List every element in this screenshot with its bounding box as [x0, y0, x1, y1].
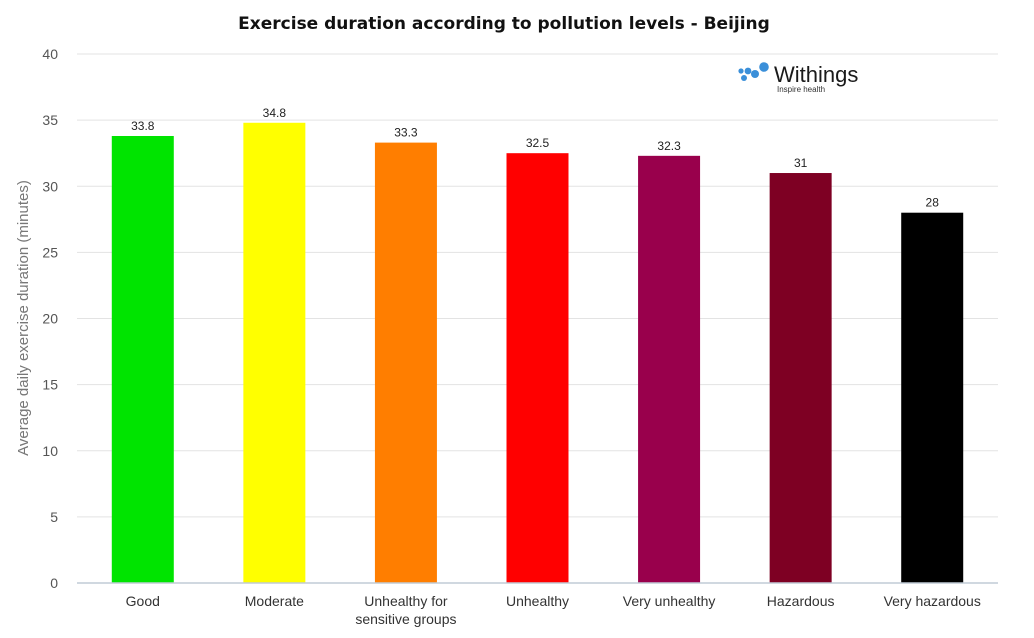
- withings-dots-icon: [738, 62, 769, 81]
- bar: [638, 155, 701, 583]
- x-tick-label: Very unhealthy: [623, 593, 716, 609]
- data-label: 31: [794, 156, 808, 170]
- data-label: 28: [926, 196, 940, 210]
- data-label: 33.3: [394, 126, 418, 140]
- x-tick-label-line: Very unhealthy: [623, 593, 716, 609]
- y-tick-label: 5: [50, 509, 58, 525]
- y-tick-label: 0: [50, 575, 58, 591]
- y-tick-label: 35: [42, 112, 58, 128]
- x-tick-label-line: Good: [126, 593, 160, 609]
- x-tick-label-line: Unhealthy for: [364, 593, 448, 609]
- x-tick-label-line: Moderate: [245, 593, 304, 609]
- y-tick-label: 15: [42, 377, 58, 393]
- y-tick-label: 20: [42, 311, 58, 327]
- x-tick-label: Unhealthy for sensitive groups: [355, 593, 456, 627]
- data-label: 32.3: [657, 139, 681, 153]
- bar: [506, 153, 569, 583]
- logo-name: Withings: [774, 62, 858, 87]
- y-tick-label: 40: [42, 46, 58, 62]
- x-tick-label: Good: [126, 593, 160, 609]
- bar: [374, 142, 437, 584]
- x-tick-label: Unhealthy: [506, 593, 569, 609]
- x-tick-label-line: Unhealthy: [506, 593, 569, 609]
- bar: [769, 173, 832, 583]
- data-label: 32.5: [526, 136, 550, 150]
- logo-tagline: Inspire health: [777, 85, 825, 94]
- bar: [243, 122, 306, 584]
- data-labels: 33.8 34.8 33.3 32.5 32.3 31 28: [131, 106, 939, 210]
- x-tick-label: Very hazardous: [884, 593, 981, 609]
- bar: [111, 135, 174, 583]
- y-tick-label: 30: [42, 178, 58, 194]
- x-tick-label: Moderate: [245, 593, 304, 609]
- x-tick-label-line: Very hazardous: [884, 593, 981, 609]
- data-label: 34.8: [263, 106, 287, 120]
- y-tick-label: 25: [42, 244, 58, 260]
- x-tick-label-line: sensitive groups: [355, 611, 456, 627]
- data-label: 33.8: [131, 119, 155, 133]
- y-tick-label: 10: [42, 443, 58, 459]
- withings-logo: Withings Inspire health: [738, 62, 858, 94]
- y-axis-label: Average daily exercise duration (minutes…: [15, 180, 32, 456]
- x-axis-ticks: Good Moderate Unhealthy for sensitive group…: [126, 593, 981, 627]
- bars: [111, 122, 964, 584]
- y-axis-ticks: 0 5 10 15 20 25 30 35 40: [42, 46, 58, 591]
- x-tick-label-line: Hazardous: [767, 593, 835, 609]
- x-tick-label: Hazardous: [767, 593, 835, 609]
- chart-title: Exercise duration according to pollution…: [238, 14, 770, 34]
- bar: [901, 212, 964, 583]
